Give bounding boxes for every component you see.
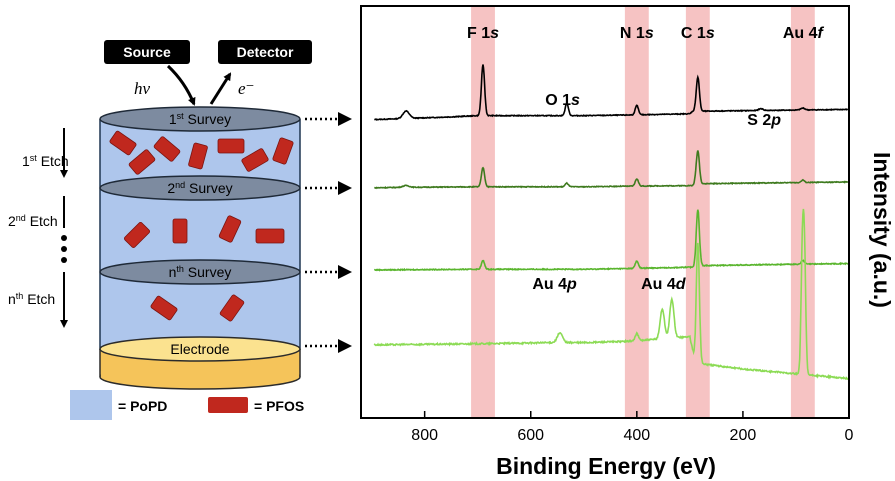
y-axis-label: Intensity (a.u.) [869, 152, 895, 308]
etch-ellipsis-dot [61, 257, 67, 263]
etch-ellipsis-dot [61, 235, 67, 241]
xps-traces [373, 64, 849, 381]
source-label: Source [123, 44, 171, 60]
peak-label: Au 4d [641, 276, 687, 293]
connector-arrowhead [338, 112, 352, 126]
etch-ellipsis-dot [61, 246, 67, 252]
plot-frame [360, 5, 850, 419]
electron-arrow [209, 72, 232, 105]
x-axis-label: Binding Energy (eV) [496, 453, 716, 479]
xps-trace-2 [374, 150, 849, 190]
pfos-molecule [153, 136, 181, 162]
connector-arrowhead [338, 265, 352, 279]
schematic: Source Detector hν e⁻ Electrode 1st Surv… [8, 40, 352, 420]
survey-label-n: nth Survey [169, 264, 232, 280]
pfos-molecule [109, 130, 137, 156]
band-label: N 1s [620, 25, 654, 42]
survey-disk-n [99, 259, 301, 285]
connector-arrowhead [338, 339, 352, 353]
survey-disk-2 [99, 175, 301, 201]
band-label: F 1s [467, 25, 499, 42]
x-tick-label: 200 [730, 427, 757, 444]
peak-label: O 1s [545, 92, 580, 109]
peak-label: S 2p [747, 112, 781, 129]
x-tick-label: 400 [623, 427, 650, 444]
etch-label-2: 2nd Etch [8, 213, 58, 229]
pfos-molecule [219, 294, 245, 322]
x-tick-label: 0 [845, 427, 854, 444]
xps-trace-3 [374, 209, 849, 272]
pfos-molecule [217, 138, 245, 154]
peak-labels: F 1s N 1s C 1s Au 4f O 1s S 2p Au 4p Au 4d [467, 25, 825, 293]
xps-trace-4 [373, 208, 849, 381]
source-box [104, 40, 190, 64]
detector-box [218, 40, 312, 64]
electrode-label: Electrode [170, 341, 229, 357]
legend-pfos-swatch [208, 397, 248, 413]
band-label: C 1s [681, 25, 715, 42]
pfos-molecule [241, 148, 269, 172]
band-label: Au 4f [783, 25, 825, 42]
survey-connector-heads [338, 112, 352, 353]
xps-chart: 800 600 400 200 0 F 1s N 1s C 1s Au 4f O 1s S 2p A… [360, 5, 895, 479]
survey-connectors [305, 117, 340, 348]
legend-pfos-label: = PFOS [254, 398, 304, 414]
pfos-molecule [188, 142, 208, 170]
x-tick-label: 800 [411, 427, 438, 444]
pfos-molecule [272, 137, 294, 165]
x-tick-label: 600 [517, 427, 544, 444]
pfos-molecule [128, 149, 156, 175]
etch-label-n: nth Etch [8, 291, 55, 307]
detector-label: Detector [237, 44, 294, 60]
electron-label: e⁻ [238, 79, 255, 98]
photon-arrow [166, 64, 196, 106]
photon-label: hν [134, 79, 151, 98]
connector-arrowhead [338, 181, 352, 195]
pfos-molecule [218, 215, 242, 243]
highlight-band [471, 6, 495, 418]
survey-label-2: 2nd Survey [167, 180, 232, 196]
highlight-bands [471, 6, 815, 418]
survey-label-1: 1st Survey [169, 111, 231, 127]
x-axis-ticks: 800 600 400 200 0 [411, 411, 854, 444]
highlight-band [624, 6, 649, 418]
electrode-top [99, 336, 301, 362]
pfos-molecule [123, 221, 151, 249]
xps-trace-1 [374, 64, 849, 121]
pfos-molecules [109, 130, 294, 322]
peak-label: Au 4p [532, 276, 577, 293]
pfos-molecule [150, 295, 178, 321]
pfos-molecule [255, 228, 285, 244]
legend-popd-label: = PoPD [118, 398, 167, 414]
etch-label-1: 1st Etch [22, 153, 69, 169]
survey-disk-1 [99, 106, 301, 132]
legend-popd-swatch [70, 390, 112, 420]
pfos-molecule [172, 218, 188, 244]
